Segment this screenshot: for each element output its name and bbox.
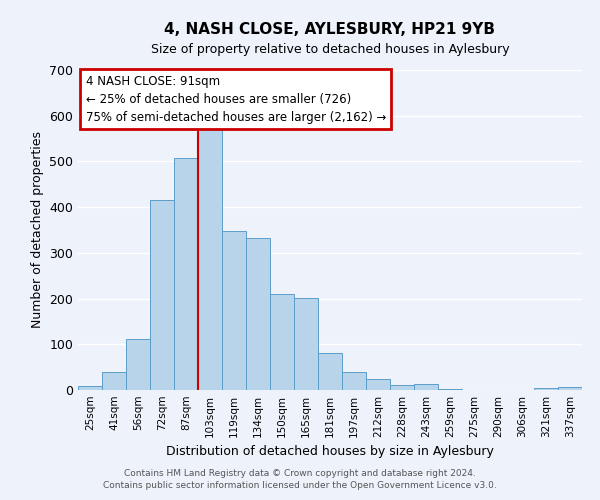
Bar — [150, 200, 174, 390]
Y-axis label: Number of detached properties: Number of detached properties — [31, 132, 44, 328]
Bar — [366, 378, 390, 390]
Bar — [102, 372, 126, 390]
Text: Size of property relative to detached houses in Aylesbury: Size of property relative to detached ho… — [151, 42, 509, 56]
Bar — [198, 127, 222, 390]
Bar — [438, 388, 462, 390]
Bar — [78, 386, 102, 390]
Text: Contains HM Land Registry data © Crown copyright and database right 2024.
Contai: Contains HM Land Registry data © Crown c… — [103, 468, 497, 490]
Bar — [390, 385, 414, 390]
Bar — [534, 388, 558, 390]
Bar — [342, 372, 366, 390]
Text: 4, NASH CLOSE, AYLESBURY, HP21 9YB: 4, NASH CLOSE, AYLESBURY, HP21 9YB — [164, 22, 496, 38]
X-axis label: Distribution of detached houses by size in Aylesbury: Distribution of detached houses by size … — [166, 446, 494, 458]
Bar — [414, 384, 438, 390]
Bar — [270, 294, 294, 390]
Bar — [174, 158, 198, 390]
Bar — [294, 298, 318, 390]
Bar — [318, 354, 342, 390]
Bar — [246, 238, 270, 390]
Bar — [558, 387, 582, 390]
Bar — [126, 339, 150, 390]
Bar — [222, 232, 246, 390]
Text: 4 NASH CLOSE: 91sqm
← 25% of detached houses are smaller (726)
75% of semi-detac: 4 NASH CLOSE: 91sqm ← 25% of detached ho… — [86, 75, 386, 124]
